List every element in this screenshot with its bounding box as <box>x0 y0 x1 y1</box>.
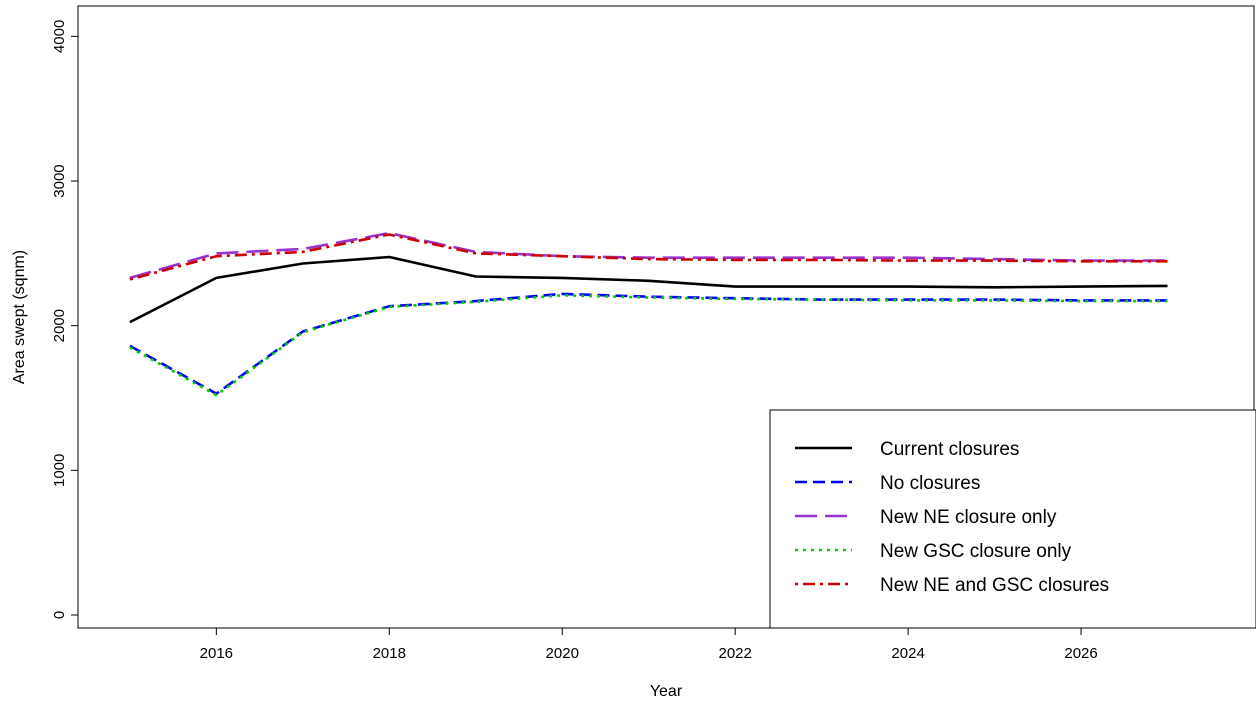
x-tick-label: 2022 <box>718 645 751 662</box>
legend-label-1: Current closures <box>880 439 1019 460</box>
y-axis: 0 1000 2000 3000 4000 <box>51 20 78 619</box>
x-tick-label: 2020 <box>546 645 579 662</box>
y-tick-label: 1000 <box>51 454 68 487</box>
y-tick-label: 2000 <box>51 309 68 342</box>
series-line-4 <box>129 293 1168 397</box>
y-tick-label: 0 <box>51 611 68 619</box>
x-axis: 2016 2018 2020 2022 2024 2026 <box>200 628 1098 662</box>
series-line-3 <box>129 231 1168 280</box>
x-axis-title: Year <box>650 683 683 700</box>
series-line-1 <box>129 255 1168 324</box>
y-axis-title: Area swept (sqnm) <box>11 250 28 384</box>
x-tick-label: 2018 <box>373 645 406 662</box>
legend-label-2: No closures <box>880 473 980 494</box>
legend: Current closures No closures New NE closur… <box>769 409 1256 629</box>
series-lines <box>129 231 1168 397</box>
plot-frame <box>77 5 1255 629</box>
y-tick-label: 3000 <box>51 164 68 197</box>
legend-label-4: New GSC closure only <box>880 541 1072 562</box>
legend-label-3: New NE closure only <box>880 507 1057 528</box>
series-line-5 <box>129 233 1168 281</box>
x-tick-label: 2026 <box>1064 645 1097 662</box>
series-line-2 <box>129 292 1168 396</box>
legend-label-5: New NE and GSC closures <box>880 575 1109 596</box>
x-tick-label: 2016 <box>200 645 233 662</box>
y-tick-label: 4000 <box>51 20 68 53</box>
x-tick-label: 2024 <box>891 645 924 662</box>
legend-box <box>769 409 1256 629</box>
